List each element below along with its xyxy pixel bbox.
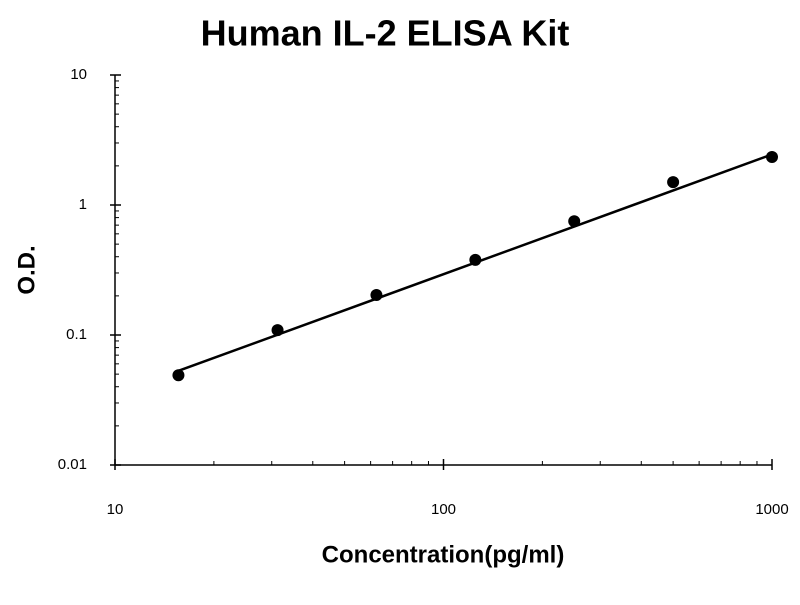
data-point [469,253,482,266]
data-point [667,176,680,189]
x-tick-label: 1000 [755,501,788,518]
data-point [370,289,383,302]
data-point [766,151,778,164]
x-axis-label: Concentration(pg/ml) [322,541,565,568]
x-tick-label: 10 [107,501,124,518]
data-point [568,215,581,228]
chart-title: Human IL-2 ELISA Kit [201,13,570,54]
x-tick-label: 100 [431,501,456,518]
y-tick-label: 0.01 [58,456,87,473]
data-point [172,369,185,382]
y-tick-label: 1 [79,196,87,213]
y-tick-label: 10 [70,66,87,83]
y-axis-label: O.D. [13,245,40,294]
data-point [271,324,284,337]
y-tick-label: 0.1 [66,326,87,343]
